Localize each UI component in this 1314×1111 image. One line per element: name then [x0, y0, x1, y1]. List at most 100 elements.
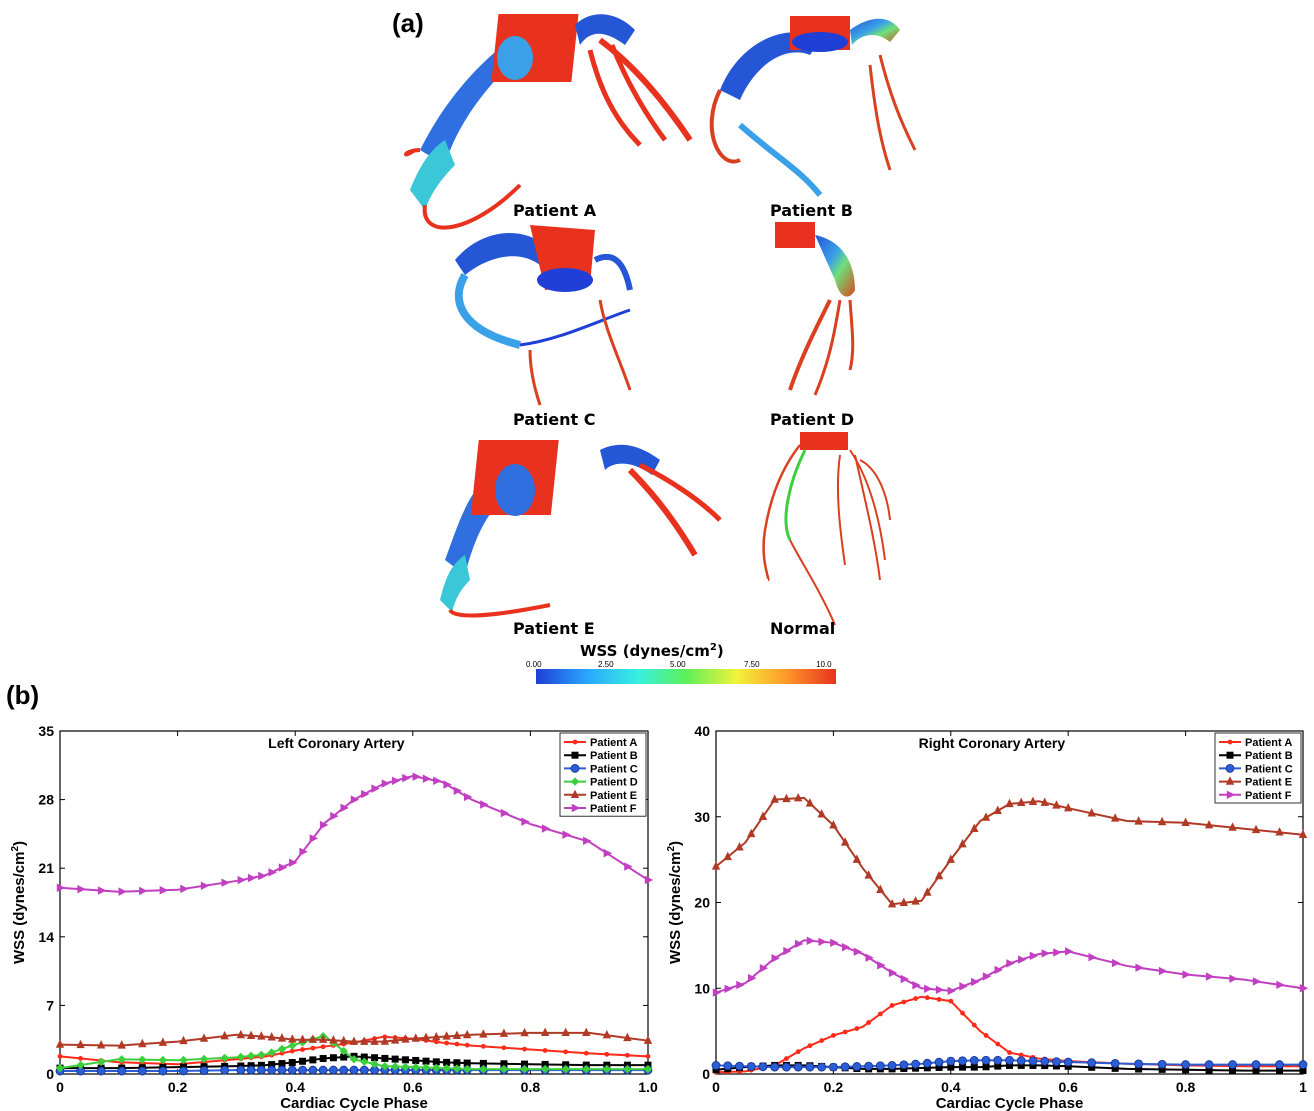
data-point — [465, 1043, 470, 1048]
data-point — [900, 1061, 908, 1069]
data-point — [1017, 1057, 1025, 1065]
data-point — [646, 1054, 651, 1059]
data-point — [1030, 952, 1038, 960]
data-point — [818, 1063, 826, 1071]
legend-entry: Patient A — [590, 737, 637, 749]
legend-entry: Patient B — [1245, 750, 1293, 762]
data-point — [1182, 1061, 1190, 1069]
data-point — [948, 987, 956, 995]
data-point — [299, 1066, 307, 1074]
data-point — [736, 981, 744, 989]
data-point — [238, 876, 246, 884]
data-point — [625, 1053, 630, 1058]
data-point — [890, 1003, 895, 1008]
data-point — [1006, 959, 1014, 967]
data-point — [77, 885, 85, 893]
data-point — [878, 1012, 883, 1017]
colorbar-tick: 0.00 — [526, 660, 542, 669]
legend-marker — [572, 752, 579, 759]
data-point — [350, 1066, 358, 1074]
data-point — [782, 1063, 790, 1071]
data-point — [58, 1054, 63, 1059]
data-point — [221, 879, 229, 887]
data-point — [1111, 1059, 1119, 1067]
data-point — [712, 1061, 720, 1069]
y-tick-label: 35 — [38, 723, 54, 739]
data-point — [970, 1056, 978, 1064]
data-point — [1052, 1058, 1060, 1066]
x-tick-label: 0.2 — [824, 1079, 844, 1095]
x-tick-label: 0.8 — [521, 1079, 541, 1095]
y-tick-label: 28 — [38, 792, 54, 808]
data-point — [1088, 953, 1096, 961]
x-tick-label: 0.4 — [285, 1079, 305, 1095]
data-point — [818, 938, 826, 946]
data-point — [455, 1042, 460, 1047]
legend-entry: Patient C — [590, 763, 638, 775]
data-point — [563, 1049, 568, 1054]
data-point — [984, 1033, 989, 1038]
data-point — [1158, 1060, 1166, 1068]
legend-marker — [1227, 752, 1234, 759]
series-patient-e — [712, 793, 1307, 907]
data-point — [876, 1062, 884, 1070]
legend-entry: Patient B — [590, 750, 638, 762]
x-tick-label: 1 — [1299, 1079, 1307, 1095]
data-point — [97, 1067, 105, 1075]
data-point — [936, 986, 944, 994]
data-point — [309, 1056, 316, 1063]
data-point — [413, 772, 421, 780]
data-point — [925, 995, 930, 1000]
data-point — [913, 996, 918, 1001]
model-patient-b — [712, 16, 915, 195]
data-point — [960, 1011, 965, 1016]
data-point — [747, 1062, 755, 1070]
data-point — [935, 1058, 943, 1066]
data-point — [1253, 977, 1261, 985]
x-axis-label: Cardiac Cycle Phase — [280, 1095, 428, 1111]
data-point — [995, 1042, 1000, 1047]
data-point — [994, 1056, 1002, 1064]
data-point — [771, 1063, 779, 1071]
model-normal — [764, 432, 890, 625]
data-point — [735, 1062, 743, 1070]
data-point — [57, 884, 65, 892]
data-point — [712, 861, 720, 869]
caption-patient-c: Patient C — [513, 410, 595, 429]
y-axis-label: WSS (dynes/cm2) — [666, 841, 684, 964]
data-point — [866, 1020, 871, 1025]
colorbar-tick: 7.50 — [744, 660, 760, 669]
colorbar-tick: 10.0 — [816, 660, 832, 669]
data-point — [180, 885, 188, 893]
colorbar-tick: 2.50 — [598, 660, 614, 669]
y-axis-label: WSS (dynes/cm2) — [10, 841, 28, 964]
left-coronary-chart: 0 0.2 0.4 0.6 0.8 1.00714212835Cardiac Cycle … — [0, 700, 660, 1111]
right-coronary-chart: 0 0.2 0.4 0.6 0.8 1010203040Cardiac Cycle Pha… — [660, 700, 1314, 1111]
y-tick-label: 30 — [694, 809, 710, 825]
model-patient-c — [455, 225, 630, 405]
data-point — [268, 1066, 276, 1074]
data-point — [1299, 1061, 1307, 1069]
data-point — [562, 830, 570, 838]
colorbar-tick: 5.00 — [670, 660, 686, 669]
data-point — [522, 1047, 527, 1052]
data-point — [300, 1047, 305, 1052]
y-tick-label: 7 — [46, 997, 54, 1013]
x-axis-label: Cardiac Cycle Phase — [936, 1095, 1084, 1111]
data-point — [912, 1060, 920, 1068]
legend-entry: Patient A — [1245, 737, 1292, 749]
data-point — [808, 1043, 813, 1048]
data-point — [289, 1059, 296, 1066]
data-point — [831, 1033, 836, 1038]
data-point — [1006, 1056, 1014, 1064]
data-point — [806, 1063, 814, 1071]
data-point — [1018, 955, 1026, 963]
data-point — [139, 887, 147, 895]
data-point — [1007, 1050, 1012, 1055]
data-point — [796, 1049, 801, 1054]
data-point — [947, 1057, 955, 1065]
y-tick-label: 0 — [46, 1066, 54, 1082]
data-point — [724, 852, 732, 860]
data-point — [1029, 1057, 1037, 1065]
data-point — [1276, 981, 1284, 989]
